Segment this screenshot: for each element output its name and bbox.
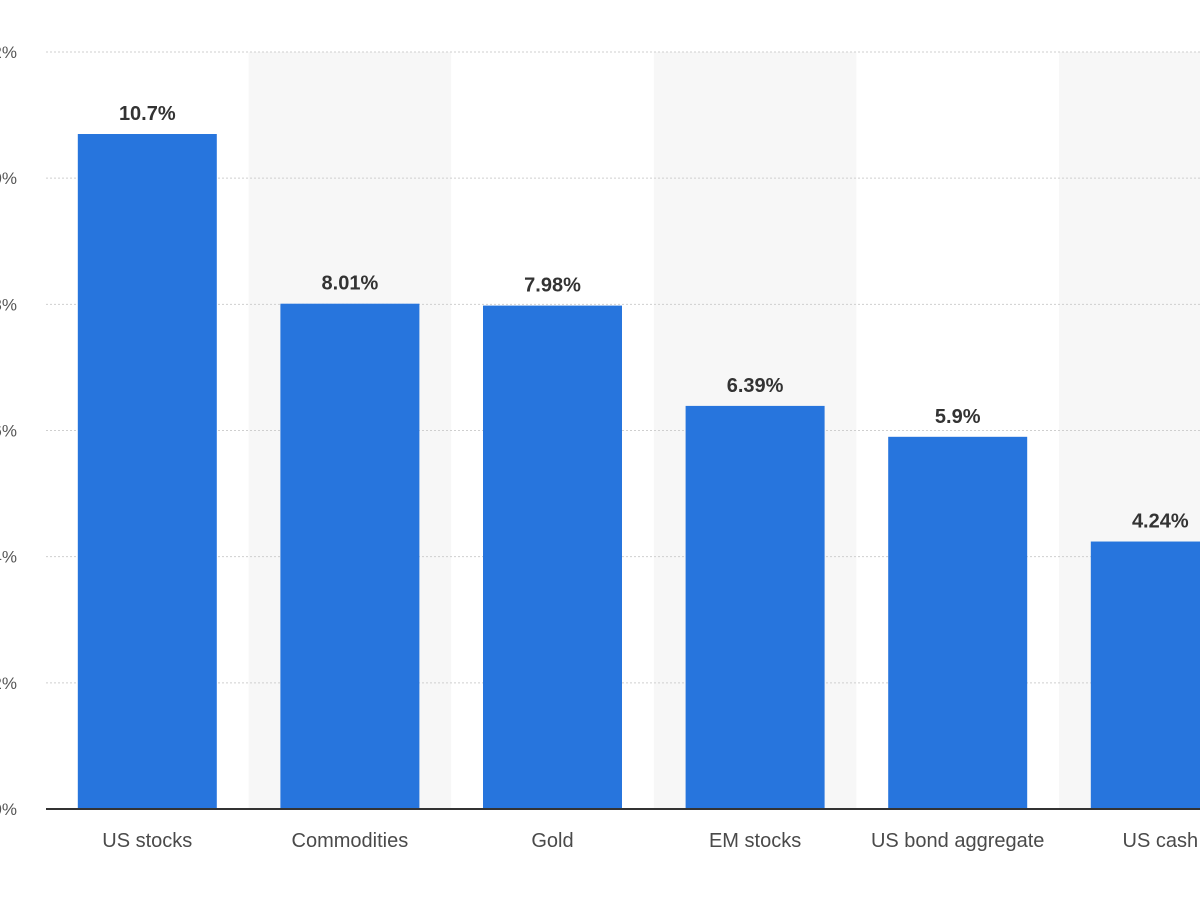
y-tick-label: 4% (0, 548, 17, 567)
data-label: 6.39% (727, 375, 784, 397)
data-label: 8.01% (322, 273, 379, 295)
y-tick-label: 2% (0, 674, 17, 693)
data-labels: 10.7% 8.01% 7.98% 6.39% 5.9% 4.24% (119, 103, 1189, 533)
bar[interactable] (280, 303, 420, 809)
bar[interactable] (1090, 541, 1200, 809)
y-tick-label: 12% (0, 43, 17, 62)
x-tick-label: US bond aggregate (871, 830, 1044, 852)
data-label: 5.9% (935, 406, 981, 428)
data-label: 10.7% (119, 103, 176, 125)
y-axis-ticks: 0% 2% 4% 6% 8% 10% 12% (0, 43, 17, 819)
bars (77, 134, 1200, 810)
y-tick-label: 8% (0, 295, 17, 314)
x-tick-label: EM stocks (709, 830, 801, 852)
bar[interactable] (77, 134, 217, 810)
bar[interactable] (888, 436, 1028, 809)
data-label: 4.24% (1132, 511, 1189, 533)
x-tick-label: Gold (531, 830, 573, 852)
data-label: 7.98% (524, 275, 581, 297)
x-axis-labels: US stocks Commodities Gold EM stocks US bond… (102, 830, 1198, 852)
x-tick-label: US stocks (102, 830, 192, 852)
bar[interactable] (483, 305, 622, 809)
bar[interactable] (685, 405, 825, 809)
y-tick-label: 10% (0, 169, 17, 188)
x-tick-label: Commodities (292, 830, 409, 852)
y-tick-label: 6% (0, 422, 17, 441)
y-tick-label: 0% (0, 800, 17, 819)
x-tick-label: US cash (1123, 830, 1199, 852)
